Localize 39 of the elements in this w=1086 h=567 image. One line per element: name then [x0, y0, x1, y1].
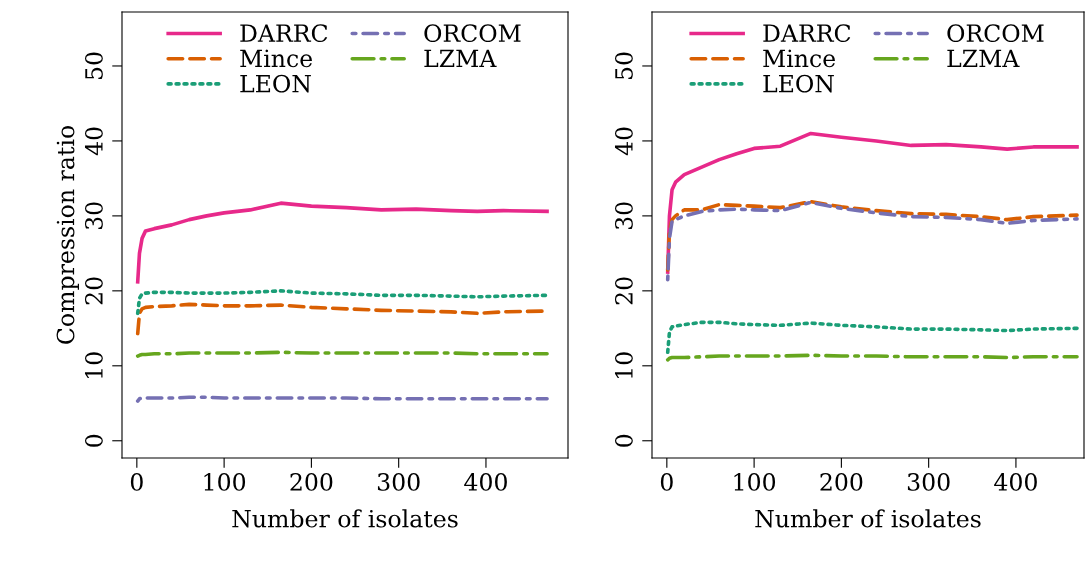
y-tick-label: 20 [614, 277, 633, 305]
y-axis-title: Compression ratio [56, 126, 80, 344]
legend-label: ORCOM [947, 24, 1044, 43]
x-tick-label: 0 [660, 473, 673, 491]
legend-label: DARRC [240, 24, 328, 43]
x-axis-title: Number of isolates [755, 509, 981, 528]
x-tick-label: 200 [820, 473, 863, 491]
x-tick-label: 100 [734, 473, 776, 491]
legend-label: Mince [763, 49, 835, 68]
x-tick-label: 400 [994, 473, 1037, 491]
x-tick-label: 0 [130, 473, 143, 491]
legend-label: LZMA [424, 49, 497, 67]
legend-label: Mince [240, 49, 312, 68]
x-tick-label: 300 [907, 473, 950, 491]
x-axis-title: Number of isolates [232, 509, 458, 528]
y-tick-label: 40 [614, 127, 633, 156]
y-tick-label: 0 [614, 434, 633, 447]
y-tick-label: 40 [84, 127, 103, 156]
y-tick-label: 50 [84, 52, 103, 79]
x-tick-label: 400 [464, 473, 507, 491]
x-tick-label: 300 [377, 473, 420, 491]
x-tick-label: 100 [204, 473, 246, 491]
legend-label: DARRC [763, 24, 851, 43]
legend-label: LEON [763, 74, 834, 93]
line-series [665, 320, 1079, 355]
legend-label: LEON [240, 74, 311, 93]
line-series [135, 201, 549, 284]
y-tick-label: 10 [84, 352, 103, 378]
y-tick-label: 30 [614, 202, 633, 230]
line-series [135, 289, 549, 316]
y-tick-label: 50 [614, 52, 633, 79]
legend-label: LZMA [947, 49, 1020, 67]
x-tick-label: 200 [290, 473, 333, 491]
y-tick-label: 20 [84, 277, 103, 305]
y-tick-label: 0 [84, 434, 103, 447]
legend-label: ORCOM [424, 24, 521, 43]
y-tick-label: 10 [614, 352, 633, 378]
line-series [665, 131, 1079, 274]
y-tick-label: 30 [84, 202, 103, 230]
